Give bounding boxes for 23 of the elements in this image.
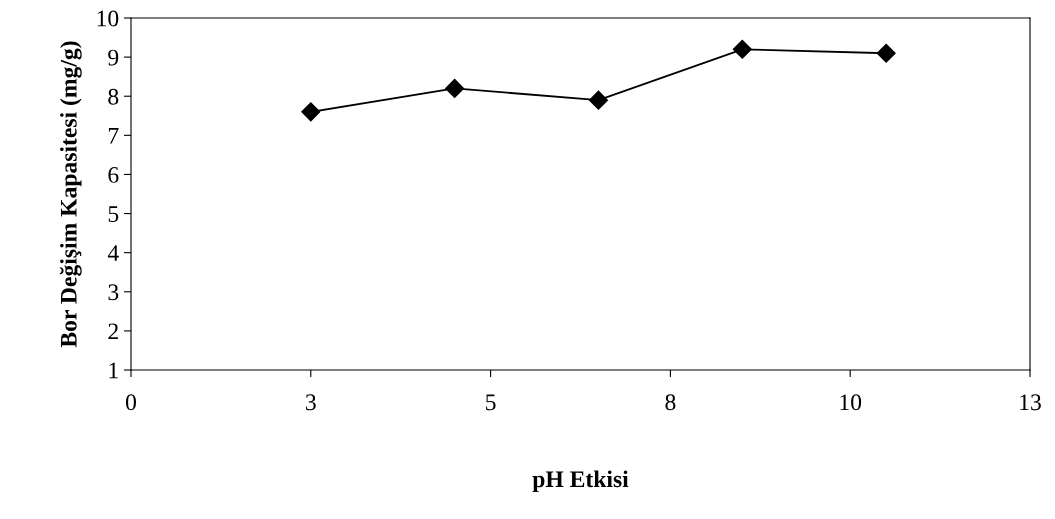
y-tick-label: 9 [108, 49, 119, 66]
point [588, 90, 609, 110]
point [876, 43, 896, 63]
y-tick-label: 4 [107, 245, 119, 261]
x-tick-label: 5 [486, 394, 496, 411]
point [301, 102, 321, 122]
x-tick-label: 10 [840, 394, 862, 411]
point [732, 39, 752, 59]
x-tick-label: 13 [1020, 394, 1041, 411]
y-tick-label: 10 [97, 10, 119, 27]
y-tick-label: 6 [108, 167, 119, 183]
x-tick-label: 0 [126, 394, 136, 411]
y-tick-label: 1 [109, 362, 118, 379]
y-tick-label: 5 [108, 206, 119, 222]
y-axis-title: Bor Değişim Kapasitesi (mg/g) [59, 41, 82, 348]
y-tick-label: 3 [108, 284, 119, 301]
y-tick-label: 8 [108, 88, 119, 105]
x-tick-label: 3 [306, 394, 316, 411]
point [445, 78, 465, 98]
x-tick-label: 8 [665, 394, 676, 411]
y-tick-label: 7 [108, 128, 119, 144]
y-tick-label: 2 [108, 323, 118, 340]
x-axis-title: pH Etkisi [532, 470, 629, 492]
